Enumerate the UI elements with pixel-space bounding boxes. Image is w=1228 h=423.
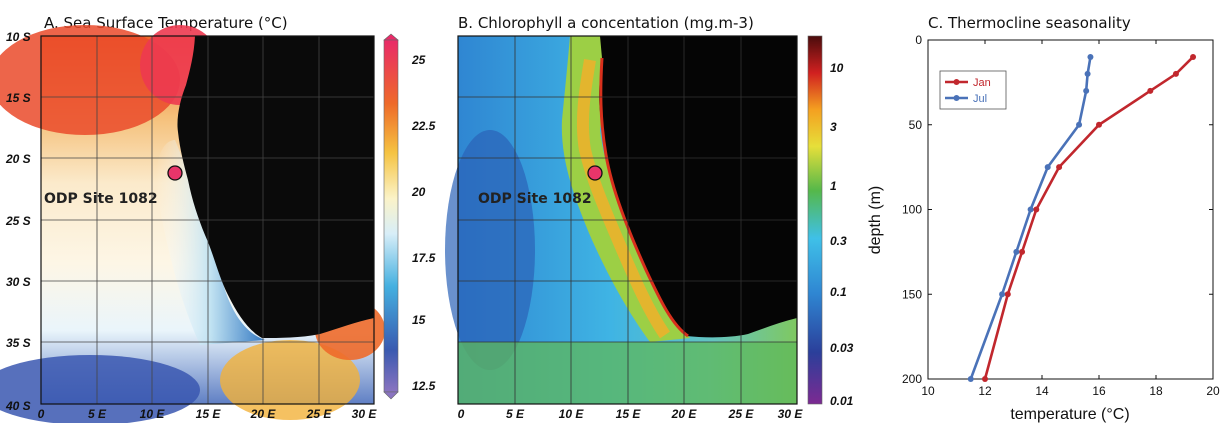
svg-text:10: 10 [830, 61, 844, 75]
svg-text:20: 20 [411, 185, 426, 199]
data-point-jan [1172, 70, 1179, 77]
legend-label-jan: Jan [973, 77, 991, 89]
panel-b-lon-labels: 0 5 E 10 E 15 E 20 E 25 E 30 E [458, 407, 804, 421]
svg-text:15 S: 15 S [6, 91, 31, 105]
panel-a-lat-labels: 10 S 15 S 20 S 25 S 30 S 35 S 40 S [5, 30, 31, 413]
svg-text:17.5: 17.5 [412, 251, 436, 265]
svg-text:5 E: 5 E [88, 407, 107, 421]
svg-text:25 E: 25 E [306, 407, 333, 421]
data-point-jul [1076, 121, 1083, 128]
x-tick-label: 14 [1035, 384, 1049, 398]
svg-text:0.01: 0.01 [830, 394, 854, 408]
legend-label-jul: Jul [973, 93, 987, 105]
svg-text:30 E: 30 E [352, 407, 378, 421]
x-tick-label: 12 [978, 384, 992, 398]
legend-marker-jan [953, 79, 960, 85]
x-tick-label: 20 [1206, 384, 1220, 398]
svg-text:15 E: 15 E [616, 407, 642, 421]
svg-text:30 S: 30 S [6, 275, 31, 289]
svg-text:10 E: 10 E [559, 407, 585, 421]
data-point-jan [1019, 248, 1026, 255]
y-tick-label: 100 [902, 203, 922, 217]
data-point-jan [1004, 291, 1011, 298]
svg-text:20 E: 20 E [671, 407, 698, 421]
chart-title: C. Thermocline seasonality [928, 14, 1131, 32]
panel-a-grid [41, 36, 374, 404]
x-axis-label: temperature (°C) [1010, 406, 1129, 423]
svg-text:5 E: 5 E [506, 407, 525, 421]
svg-text:15: 15 [412, 313, 426, 327]
svg-text:0.3: 0.3 [830, 234, 847, 248]
panel-a-site-label: ODP Site 1082 [44, 191, 158, 207]
svg-text:10 E: 10 E [140, 407, 166, 421]
x-tick-label: 10 [921, 384, 935, 398]
panel-b-map [445, 35, 798, 405]
legend-marker-jul [953, 95, 960, 101]
svg-text:25 S: 25 S [5, 214, 31, 228]
svg-text:3: 3 [830, 120, 837, 134]
svg-text:0.1: 0.1 [830, 285, 847, 299]
svg-text:35 S: 35 S [6, 336, 31, 350]
svg-text:30 E: 30 E [778, 407, 804, 421]
svg-text:15 E: 15 E [196, 407, 222, 421]
svg-text:0: 0 [38, 407, 45, 421]
data-point-jan [982, 376, 988, 382]
svg-text:0.03: 0.03 [830, 341, 854, 355]
data-point-jul [1083, 87, 1090, 94]
y-tick-label: 200 [902, 372, 922, 386]
data-point-jul [1087, 53, 1094, 60]
svg-text:40 S: 40 S [5, 399, 31, 413]
data-point-jul [999, 291, 1006, 298]
data-point-jul [1044, 164, 1051, 171]
x-tick-label: 16 [1092, 384, 1106, 398]
svg-text:22.5: 22.5 [411, 119, 436, 133]
svg-text:25 E: 25 E [728, 407, 755, 421]
svg-text:12.5: 12.5 [412, 379, 436, 393]
panel-a-site-marker [167, 165, 183, 181]
data-point-jul [1084, 70, 1091, 77]
svg-text:1: 1 [830, 179, 837, 193]
panel-b-land [599, 36, 797, 338]
data-point-jan [1147, 87, 1154, 94]
panel-b-site-marker [587, 165, 603, 181]
svg-text:20 S: 20 S [5, 152, 31, 166]
panel-b-colorbar: 10 3 1 0.3 0.1 0.03 0.01 [807, 35, 854, 408]
panel-a-map [0, 25, 385, 423]
panel-a-lon-labels: 0 5 E 10 E 15 E 20 E 25 E 30 E [38, 407, 378, 421]
data-point-jul [1013, 248, 1020, 255]
data-point-jul [1027, 206, 1034, 213]
data-point-jul [967, 376, 974, 382]
panel-a-land [177, 36, 374, 338]
panel-b-title: B. Chlorophyll a concentation (mg.m-3) [458, 14, 754, 32]
data-point-jan [1190, 53, 1197, 60]
x-tick-label: 18 [1149, 384, 1163, 398]
y-tick-label: 150 [902, 287, 922, 301]
data-point-jan [1096, 121, 1102, 128]
y-axis-label: depth (m) [867, 186, 884, 254]
y-tick-label: 50 [909, 118, 923, 132]
svg-text:25: 25 [411, 53, 426, 67]
panel-a-colorbar: 25 22.5 20 17.5 15 12.5 [383, 33, 436, 400]
svg-text:0: 0 [458, 407, 465, 421]
svg-text:10 S: 10 S [6, 30, 31, 44]
svg-text:20 E: 20 E [250, 407, 277, 421]
panel-b-grid [458, 36, 797, 404]
legend-box [939, 70, 1007, 110]
data-point-jan [1033, 206, 1040, 213]
panel-b-site-label: ODP Site 1082 [478, 191, 592, 207]
y-tick-label: 0 [915, 33, 922, 47]
data-point-jan [1056, 164, 1063, 171]
